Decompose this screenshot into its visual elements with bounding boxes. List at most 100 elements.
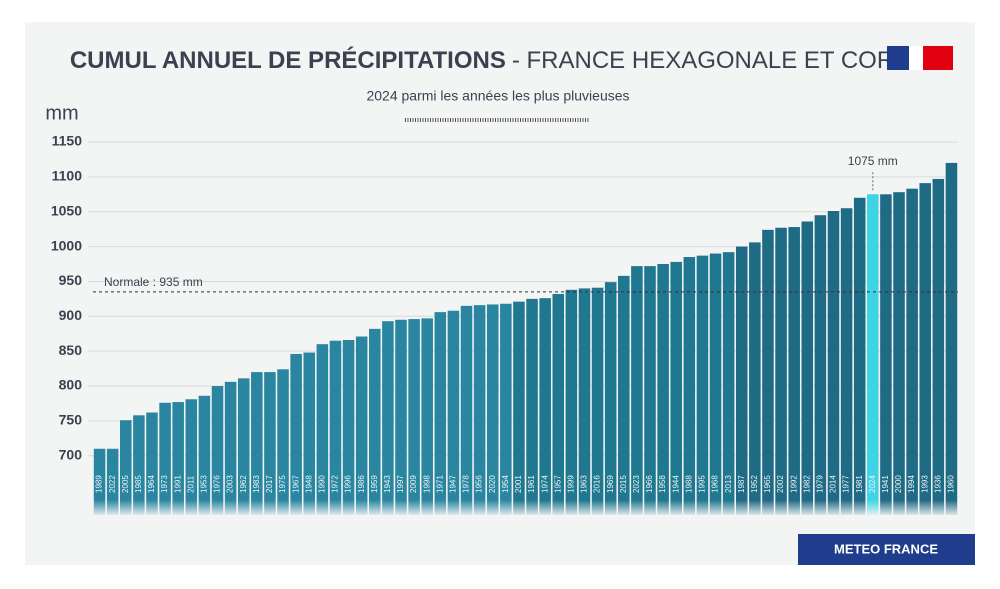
x-tick-label: 2015 — [619, 475, 628, 493]
bar — [565, 289, 578, 515]
bar — [552, 293, 565, 515]
title-suffix: - FRANCE HEXAGONALE ET CORSE — [512, 47, 926, 74]
x-tick-label: 1962 — [239, 475, 248, 493]
bar — [591, 287, 604, 515]
bar — [919, 183, 932, 515]
bar — [696, 255, 709, 515]
x-tick-label: 2023 — [632, 475, 641, 493]
x-tick-label: 1995 — [698, 475, 707, 493]
bar — [251, 372, 263, 515]
chart-title: CUMUL ANNUEL DE PRÉCIPITATIONS - FRANCE H… — [70, 46, 926, 74]
x-tick-label: 1977 — [842, 475, 851, 493]
bar — [945, 162, 958, 515]
x-tick-label: 1971 — [435, 475, 444, 493]
bar — [146, 412, 158, 515]
bar — [277, 369, 289, 515]
x-tick-label: 1996 — [344, 475, 353, 493]
bar — [342, 340, 355, 515]
bar — [906, 188, 918, 515]
bar — [211, 386, 224, 515]
x-tick-label: 1988 — [684, 475, 693, 493]
subtitle: 2024 parmi les années les plus pluvieuse… — [366, 88, 629, 104]
bar — [486, 304, 499, 515]
x-tick-label: 1952 — [750, 475, 759, 493]
x-tick-label: 1964 — [147, 475, 156, 493]
bar — [788, 227, 800, 516]
flag-logo — [887, 46, 953, 70]
x-tick-label: 1958 — [658, 475, 667, 493]
y-tick-label: 700 — [59, 446, 83, 462]
x-tick-label: 1991 — [173, 475, 182, 493]
bar — [237, 378, 250, 515]
x-tick-label: 1941 — [881, 475, 890, 493]
bar — [447, 310, 460, 515]
x-tick-label: 1948 — [304, 475, 313, 493]
x-tick-label: 1992 — [789, 475, 798, 493]
bar — [709, 253, 722, 516]
x-tick-label: 1975 — [278, 475, 287, 493]
x-tick-label: 2013 — [724, 475, 733, 493]
bar — [93, 448, 106, 515]
bar — [644, 266, 656, 515]
bar — [224, 381, 237, 515]
bar — [853, 197, 866, 515]
x-tick-label: 1954 — [501, 475, 510, 493]
value-label: 1075 mm — [848, 154, 898, 168]
bar — [133, 415, 145, 515]
bar — [618, 275, 630, 515]
x-tick-label: 1974 — [540, 475, 549, 493]
y-tick-label: 900 — [59, 307, 83, 323]
source-box — [798, 534, 975, 565]
x-tick-label: 1982 — [802, 475, 811, 493]
x-tick-label: 1936 — [933, 475, 942, 493]
bar — [827, 211, 840, 515]
bar — [421, 318, 433, 515]
x-tick-label: 1983 — [252, 475, 261, 493]
x-tick-label: 2003 — [226, 475, 235, 493]
x-tick-label: 1943 — [383, 475, 392, 493]
bar — [735, 246, 748, 515]
bar — [814, 215, 827, 515]
bar — [775, 227, 787, 516]
bar — [460, 305, 473, 515]
y-tick-label: 1050 — [51, 202, 82, 218]
x-tick-label: 1968 — [711, 475, 720, 493]
y-tick-label: 1100 — [52, 168, 83, 184]
x-tick-label: 1947 — [449, 475, 458, 493]
bar — [683, 257, 696, 515]
x-tick-label: 2000 — [894, 475, 903, 493]
bar — [185, 399, 198, 515]
bottom-fade — [93, 500, 958, 515]
y-tick-label: 750 — [59, 412, 83, 428]
reference-label: Normale : 935 mm — [104, 275, 203, 289]
x-tick-label: 1973 — [160, 475, 169, 493]
bar — [473, 305, 486, 515]
bar — [119, 420, 132, 515]
x-tick-label: 1961 — [527, 475, 536, 493]
x-tick-label: 2005 — [121, 475, 130, 493]
x-tick-label: 1979 — [815, 475, 824, 493]
y-tick-label: 850 — [59, 342, 83, 358]
bar — [578, 288, 591, 515]
bar — [290, 353, 302, 515]
x-tick-label: 1987 — [737, 475, 746, 493]
x-tick-label: 1986 — [357, 475, 366, 493]
bar — [382, 321, 394, 515]
x-tick-label: 1959 — [370, 475, 379, 493]
bar — [159, 402, 171, 515]
x-tick-label: 2016 — [593, 475, 602, 493]
x-tick-label: 2009 — [409, 475, 418, 493]
y-tick-label: 1150 — [52, 133, 83, 149]
x-tick-label: 1998 — [422, 475, 431, 493]
x-tick-label: 2002 — [776, 475, 785, 493]
x-tick-label: 1999 — [566, 475, 575, 493]
x-tick-label: 2020 — [488, 475, 497, 493]
title-main: CUMUL ANNUEL DE PRÉCIPITATIONS — [70, 46, 506, 74]
y-tick-label: 950 — [59, 272, 83, 288]
x-tick-label: 1963 — [580, 475, 589, 493]
bar — [749, 242, 761, 516]
bar — [408, 319, 420, 515]
bar — [106, 448, 119, 515]
x-tick-label: 2001 — [514, 475, 523, 493]
